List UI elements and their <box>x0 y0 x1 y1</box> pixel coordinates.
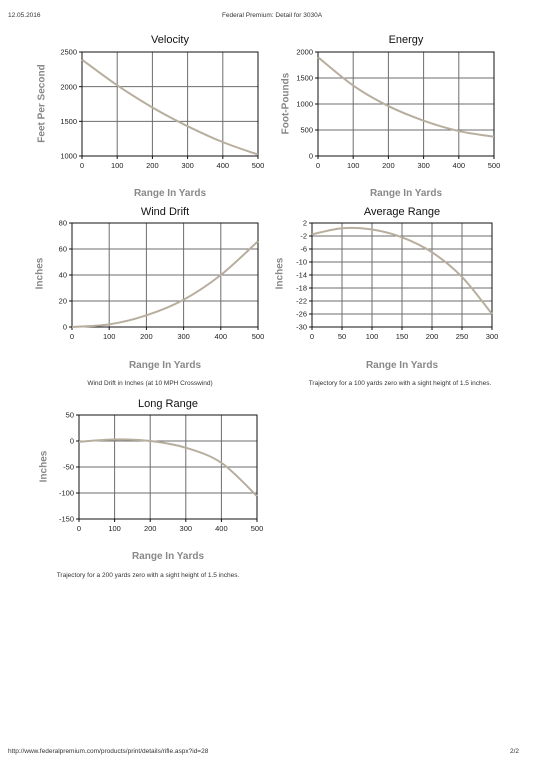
y-tick-label: -50 <box>63 463 74 472</box>
y-tick-label: 0 <box>309 152 313 161</box>
y-tick-label: 0 <box>70 437 74 446</box>
x-tick-label: 300 <box>180 524 193 533</box>
energy-plot: 0 100 200 300 400 500 0 500 1000 1500 2000 <box>296 48 500 170</box>
series-line <box>311 226 493 315</box>
x-axis-label: Range In Yards <box>133 188 207 199</box>
x-tick-label: 500 <box>252 332 265 341</box>
x-tick-label: 300 <box>181 161 194 170</box>
wind-drift-plot: 0 100 200 300 400 500 0 20 40 60 80 <box>59 219 265 341</box>
x-tick-label: 100 <box>103 332 116 341</box>
y-tick-label: 2000 <box>296 48 313 57</box>
x-tick-label: 100 <box>111 161 124 170</box>
x-tick-label: 0 <box>310 332 314 341</box>
x-axis-label: Range In Yards <box>369 188 443 199</box>
x-axis-label: Range In Yards <box>128 360 202 371</box>
x-tick-label: 200 <box>426 332 439 341</box>
y-tick-label: -100 <box>59 489 74 498</box>
x-tick-label: 100 <box>366 332 379 341</box>
y-tick-label: -18 <box>296 284 307 293</box>
chart-title: Long Range <box>138 398 198 410</box>
y-tick-label: 500 <box>300 126 313 135</box>
x-tick-label: 500 <box>251 524 264 533</box>
y-tick-label: -26 <box>296 310 307 319</box>
x-tick-label: 0 <box>70 332 74 341</box>
x-tick-label: 200 <box>146 161 159 170</box>
x-tick-label: 250 <box>456 332 469 341</box>
x-axis-label: Range In Yards <box>131 551 205 562</box>
x-tick-label: 0 <box>77 524 81 533</box>
y-tick-label: 2 <box>303 219 307 228</box>
x-tick-label: 0 <box>80 161 84 170</box>
y-tick-label: -30 <box>296 323 307 332</box>
series-line <box>78 438 258 497</box>
y-tick-label: 1000 <box>60 152 77 161</box>
x-axis-label: Range In Yards <box>365 360 439 371</box>
y-tick-label: -2 <box>300 232 307 241</box>
x-tick-label: 100 <box>108 524 121 533</box>
y-axis-label: Inches <box>34 257 46 290</box>
y-tick-label: 40 <box>59 271 67 280</box>
x-tick-label: 150 <box>396 332 409 341</box>
chart-title: Average Range <box>363 206 441 218</box>
x-tick-label: 200 <box>144 524 157 533</box>
y-tick-label: 1500 <box>60 117 77 126</box>
y-axis-label: Inches <box>274 257 286 290</box>
y-tick-label: 50 <box>66 411 74 420</box>
y-tick-label: 2000 <box>60 82 77 91</box>
y-tick-label: 20 <box>59 297 67 306</box>
y-tick-label: 0 <box>63 323 67 332</box>
chart-title: Velocity <box>151 34 189 46</box>
series-line <box>81 58 259 156</box>
series-line <box>317 56 495 138</box>
chart-title: Wind Drift <box>140 206 190 218</box>
y-axis-label: Foot-Pounds <box>280 72 292 135</box>
x-tick-label: 500 <box>252 161 265 170</box>
average-range-caption: Trajectory for a 100 yards zero with a s… <box>308 380 492 387</box>
y-tick-label: -150 <box>59 515 74 524</box>
y-tick-label: 60 <box>59 245 67 254</box>
y-tick-label: 2500 <box>60 48 77 57</box>
y-tick-label: -22 <box>296 297 307 306</box>
y-tick-label: 1000 <box>296 100 313 109</box>
footer-url[interactable]: http://www.federalpremium.com/products/p… <box>8 748 209 755</box>
average-range-plot: 0 50 100 150 200 250 300 2 -2 -6 -10 -14 -18 -22 -26 -3… <box>296 219 498 341</box>
x-tick-label: 0 <box>316 161 320 170</box>
y-tick-label: 80 <box>59 219 67 228</box>
x-tick-label: 400 <box>217 161 230 170</box>
x-tick-label: 50 <box>338 332 346 341</box>
y-tick-label: -6 <box>300 245 307 254</box>
y-tick-label: -10 <box>296 258 307 267</box>
y-axis-label: Inches <box>38 450 50 483</box>
x-tick-label: 400 <box>453 161 466 170</box>
x-tick-label: 300 <box>177 332 190 341</box>
x-tick-label: 200 <box>140 332 153 341</box>
wind-drift-caption: Wind Drift in Inches (at 10 MPH Crosswin… <box>87 380 213 387</box>
y-axis-label: Feet Per Second <box>36 64 48 143</box>
header-title: Federal Premium: Detail for 3030A <box>221 12 323 19</box>
header-date: 12.05.2016 <box>8 12 41 19</box>
footer-page-number: 2/2 <box>510 748 520 755</box>
velocity-plot: 0 100 200 300 400 500 1000 1500 2000 2500 <box>60 48 264 170</box>
long-range-caption: Trajectory for a 200 yards zero with a s… <box>56 572 240 579</box>
x-tick-label: 500 <box>488 161 501 170</box>
y-tick-label: 1500 <box>296 74 313 83</box>
chart-title: Energy <box>388 34 424 46</box>
x-tick-label: 300 <box>486 332 499 341</box>
x-tick-label: 200 <box>382 161 395 170</box>
x-tick-label: 300 <box>417 161 430 170</box>
x-tick-label: 400 <box>215 524 228 533</box>
x-tick-label: 400 <box>215 332 228 341</box>
plot-frame <box>81 51 259 157</box>
x-tick-label: 100 <box>347 161 360 170</box>
series-line <box>71 240 259 328</box>
y-tick-label: -14 <box>296 271 307 280</box>
